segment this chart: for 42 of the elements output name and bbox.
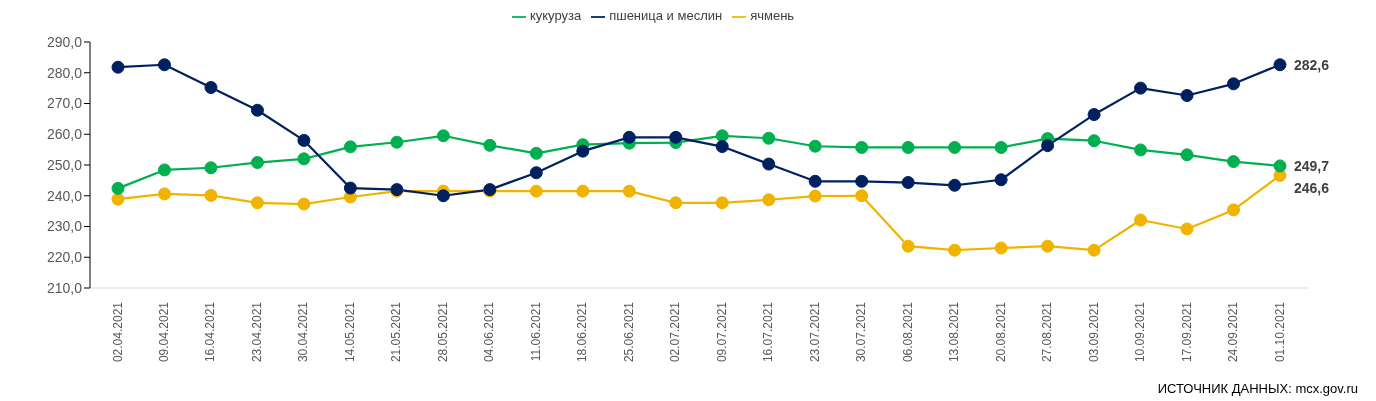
y-tick-label: 230,0 [46,218,83,235]
data-label: 249,7 [1294,157,1330,174]
data-label: 246,6 [1294,180,1330,197]
x-tick-label: 27.08.2021 [1040,301,1055,363]
x-tick-label: 10.09.2021 [1133,301,1148,363]
text: ИСТОЧНИК ДАННЫХ: mcx.gov.ru [1157,381,1358,396]
x-tick-label: 03.09.2021 [1086,301,1101,363]
x-tick-label: 28.05.2021 [435,301,450,363]
y-tick-label: 270,0 [46,95,83,112]
x-tick-label: 13.08.2021 [947,301,962,363]
x-tick-label: 02.04.2021 [110,301,125,363]
x-tick-label: 23.04.2021 [249,301,264,363]
y-tick-label: 250,0 [46,156,83,173]
y-tick-label: 260,0 [46,126,83,143]
x-tick-label: 21.05.2021 [389,301,404,363]
legend-label: ячмень [750,8,795,23]
x-tick-label: 20.08.2021 [993,301,1008,363]
data-label: 282,6 [1294,56,1330,73]
y-tick-label: 220,0 [46,249,83,266]
y-tick-label: 280,0 [46,64,83,81]
x-tick-label: 01.10.2021 [1272,301,1287,363]
x-tick-label: 17.09.2021 [1179,301,1194,363]
x-tick-label: 09.07.2021 [714,301,729,363]
x-tick-label: 23.07.2021 [807,301,822,363]
x-tick-label: 30.07.2021 [854,301,869,363]
y-tick-label: 290,0 [46,33,83,50]
x-tick-label: 02.07.2021 [668,301,683,363]
x-tick-label: 30.04.2021 [296,301,311,363]
x-tick-label: 11.06.2021 [528,301,543,362]
y-tick-label: 210,0 [46,279,83,296]
x-tick-label: 24.09.2021 [1226,301,1241,363]
x-tick-label: 16.07.2021 [761,301,776,363]
x-tick-label: 16.04.2021 [203,301,218,363]
x-tick-label: 06.08.2021 [900,301,915,363]
y-tick-label: 240,0 [46,187,83,204]
x-tick-label: 04.06.2021 [482,301,497,363]
legend-label: пшеница и меслин [609,8,723,23]
x-tick-label: 18.06.2021 [575,301,590,363]
legend-label: кукуруза [529,8,582,23]
x-tick-label: 25.06.2021 [621,301,636,363]
x-tick-label: 14.05.2021 [342,301,357,363]
x-tick-label: 09.04.2021 [157,301,171,363]
